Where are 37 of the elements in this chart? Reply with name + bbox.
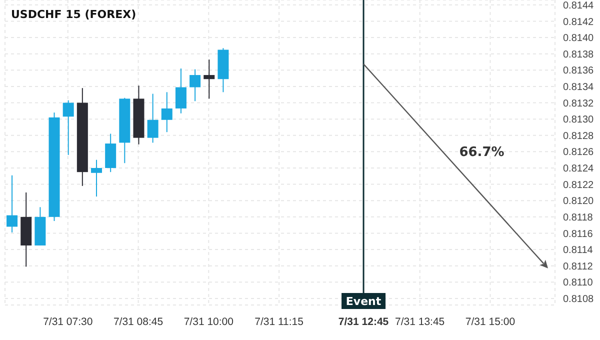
y-tick-label: 0.8138: [563, 49, 594, 60]
candlestick: [62, 100, 74, 156]
x-tick-label: 7/31 15:00: [465, 316, 516, 328]
candlestick: [91, 159, 102, 198]
y-tick-label: 0.8122: [563, 180, 594, 191]
y-tick-label: 0.8124: [563, 164, 594, 175]
y-tick-label: 0.8142: [563, 16, 594, 28]
x-tick-label: 7/31 08:45: [113, 316, 164, 328]
text: USDCHF 15 (FOREX): [11, 8, 136, 21]
x-tick-label: 7/31 13:45: [395, 316, 445, 328]
ref-line-label: Event: [346, 295, 382, 308]
x-tick-label: 7/31 07:30: [43, 316, 93, 328]
y-tick-label: 0.8130: [563, 114, 594, 126]
y-tick-label: 0.8118: [563, 212, 594, 224]
y-tick-label: 0.8144: [563, 0, 594, 12]
candlestick: [161, 92, 172, 133]
y-tick-label: 0.8140: [563, 33, 594, 44]
candlestick: [147, 93, 158, 144]
annotation: 66.7%: [459, 145, 504, 160]
y-tick-label: 0.8120: [563, 196, 594, 208]
y-tick-label: 0.8134: [563, 82, 594, 93]
y-tick-label: 0.8126: [563, 147, 594, 158]
y-tick-label: 0.8128: [563, 130, 594, 142]
x-tick-label: 7/31 11:15: [254, 316, 304, 328]
x-tick-label: 7/31 10:00: [184, 316, 234, 328]
y-tick-label: 0.8112: [563, 261, 594, 272]
candlestick: [190, 68, 201, 102]
y-tick-label: 0.8110: [563, 278, 594, 289]
y-tick-label: 0.8132: [563, 98, 594, 110]
x-tick-label: 7/31 12:45: [338, 316, 389, 328]
y-tick-label: 0.8108: [563, 294, 594, 306]
candlestick: [6, 174, 18, 233]
y-tick-label: 0.8114: [563, 245, 594, 256]
candlestick: [175, 68, 186, 114]
y-tick-label: 0.8136: [563, 66, 594, 77]
candlestick: [204, 59, 215, 100]
y-tick-label: 0.8116: [563, 228, 594, 240]
